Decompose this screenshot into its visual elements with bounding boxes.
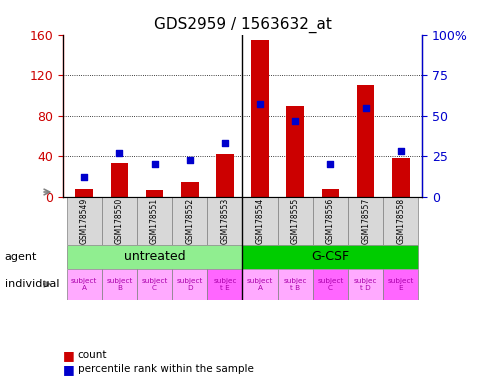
Bar (391, 158, 409, 197)
Text: subject
C: subject C (141, 278, 167, 291)
Point (256, 101, 263, 108)
Text: GSM178551: GSM178551 (150, 198, 159, 244)
Text: subjec
t B: subjec t B (283, 278, 306, 291)
Point (115, 150, 123, 156)
Text: GSM178555: GSM178555 (290, 198, 299, 244)
Bar (181, 182, 198, 197)
FancyBboxPatch shape (172, 268, 207, 300)
Point (361, 104, 369, 111)
FancyBboxPatch shape (136, 268, 172, 300)
FancyBboxPatch shape (348, 268, 382, 300)
Bar (356, 85, 374, 197)
Text: G-CSF: G-CSF (311, 250, 349, 263)
Text: subject
E: subject E (387, 278, 413, 291)
Text: count: count (77, 350, 107, 360)
FancyBboxPatch shape (207, 197, 242, 245)
Text: GSM178554: GSM178554 (255, 198, 264, 244)
Bar (110, 164, 128, 197)
Bar (216, 154, 233, 197)
Text: subjec
t E: subjec t E (212, 278, 236, 291)
FancyBboxPatch shape (66, 197, 102, 245)
FancyBboxPatch shape (312, 197, 348, 245)
Text: agent: agent (5, 252, 37, 262)
Text: GSM178553: GSM178553 (220, 198, 229, 244)
Point (185, 157, 193, 163)
Point (291, 118, 299, 124)
FancyBboxPatch shape (382, 268, 418, 300)
Point (221, 140, 228, 146)
Text: ■: ■ (63, 349, 75, 362)
Point (151, 161, 158, 167)
FancyBboxPatch shape (277, 197, 312, 245)
FancyBboxPatch shape (102, 268, 136, 300)
FancyBboxPatch shape (382, 197, 418, 245)
Bar (321, 189, 339, 197)
Title: GDS2959 / 1563632_at: GDS2959 / 1563632_at (153, 17, 331, 33)
Text: subject
A: subject A (71, 278, 97, 291)
FancyBboxPatch shape (242, 197, 277, 245)
Text: subject
D: subject D (176, 278, 202, 291)
Text: GSM178552: GSM178552 (185, 198, 194, 244)
Text: untreated: untreated (123, 250, 185, 263)
FancyBboxPatch shape (207, 268, 242, 300)
Bar (75, 189, 93, 197)
FancyBboxPatch shape (348, 197, 382, 245)
Bar (286, 106, 303, 197)
Point (80, 174, 88, 180)
Bar (145, 190, 163, 197)
Point (326, 161, 333, 167)
FancyBboxPatch shape (102, 197, 136, 245)
Text: GSM178549: GSM178549 (79, 198, 89, 244)
Text: subjec
t D: subjec t D (353, 278, 377, 291)
Text: subject
A: subject A (246, 278, 272, 291)
Text: GSM178557: GSM178557 (361, 198, 369, 244)
Point (396, 148, 404, 154)
FancyBboxPatch shape (66, 268, 102, 300)
Text: GSM178550: GSM178550 (115, 198, 123, 244)
FancyBboxPatch shape (136, 197, 172, 245)
FancyBboxPatch shape (242, 245, 418, 268)
FancyBboxPatch shape (66, 245, 242, 268)
Text: subject
B: subject B (106, 278, 132, 291)
Text: individual: individual (5, 279, 59, 289)
FancyBboxPatch shape (242, 268, 277, 300)
Bar (251, 40, 268, 197)
FancyBboxPatch shape (172, 197, 207, 245)
FancyBboxPatch shape (277, 268, 312, 300)
Text: percentile rank within the sample: percentile rank within the sample (77, 364, 253, 374)
Text: GSM178558: GSM178558 (395, 198, 405, 244)
Text: ■: ■ (63, 363, 75, 376)
FancyBboxPatch shape (312, 268, 348, 300)
Text: GSM178556: GSM178556 (325, 198, 334, 244)
Text: subject
C: subject C (317, 278, 343, 291)
